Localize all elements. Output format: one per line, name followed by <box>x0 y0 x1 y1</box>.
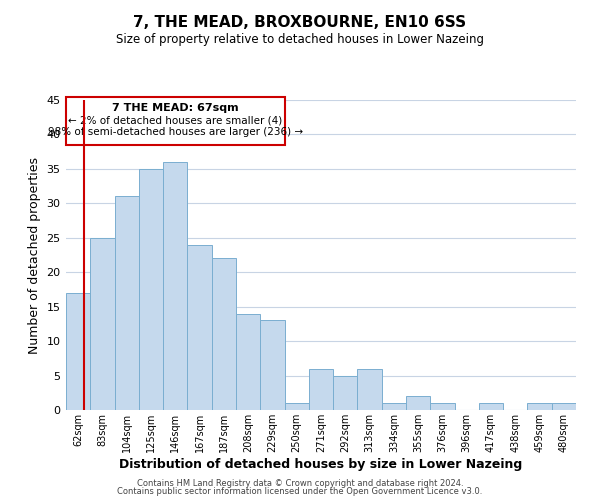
Bar <box>358 368 382 410</box>
Bar <box>90 238 115 410</box>
Bar <box>66 293 90 410</box>
Bar <box>260 320 284 410</box>
Bar <box>187 244 212 410</box>
X-axis label: Distribution of detached houses by size in Lower Nazeing: Distribution of detached houses by size … <box>119 458 523 470</box>
Bar <box>479 403 503 410</box>
Bar <box>284 403 309 410</box>
Bar <box>552 403 576 410</box>
Text: Contains public sector information licensed under the Open Government Licence v3: Contains public sector information licen… <box>118 487 482 496</box>
Bar <box>66 96 284 145</box>
Bar <box>333 376 358 410</box>
Text: Contains HM Land Registry data © Crown copyright and database right 2024.: Contains HM Land Registry data © Crown c… <box>137 478 463 488</box>
Text: 7, THE MEAD, BROXBOURNE, EN10 6SS: 7, THE MEAD, BROXBOURNE, EN10 6SS <box>133 15 467 30</box>
Bar <box>115 196 139 410</box>
Bar <box>527 403 552 410</box>
Bar <box>309 368 333 410</box>
Text: 7 THE MEAD: 67sqm: 7 THE MEAD: 67sqm <box>112 104 239 114</box>
Text: Size of property relative to detached houses in Lower Nazeing: Size of property relative to detached ho… <box>116 32 484 46</box>
Bar <box>163 162 187 410</box>
Bar <box>212 258 236 410</box>
Y-axis label: Number of detached properties: Number of detached properties <box>28 156 41 354</box>
Bar <box>382 403 406 410</box>
Bar <box>139 169 163 410</box>
Bar <box>236 314 260 410</box>
Text: 98% of semi-detached houses are larger (236) →: 98% of semi-detached houses are larger (… <box>48 127 303 137</box>
Text: ← 2% of detached houses are smaller (4): ← 2% of detached houses are smaller (4) <box>68 115 283 125</box>
Bar <box>406 396 430 410</box>
Bar <box>430 403 455 410</box>
